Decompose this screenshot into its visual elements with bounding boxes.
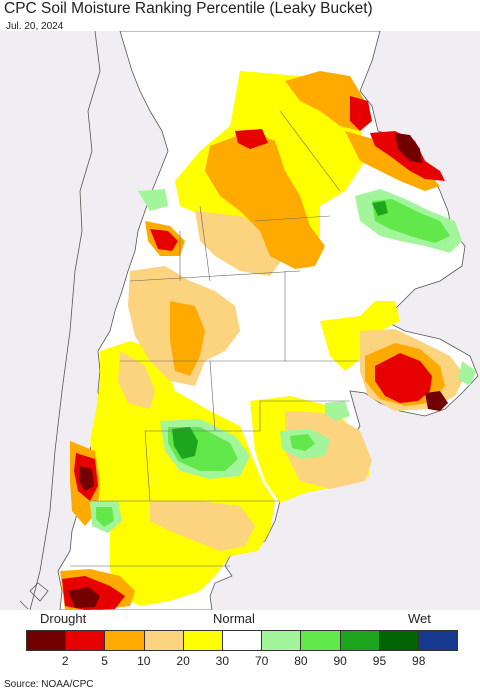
legend-swatch [301, 631, 341, 650]
dark-red-zone-sw [68, 587, 100, 608]
province-borders [70, 110, 360, 567]
dark-red-zone-north [395, 133, 422, 163]
legend-swatch [262, 631, 302, 650]
dark-red-zone-south [79, 466, 94, 491]
orange-zone-north-1 [205, 131, 325, 269]
light-green-zone-uruguay-east [458, 361, 476, 386]
legend-swatch [418, 631, 458, 650]
dark-red-zone-uruguay [425, 391, 448, 411]
light-green-zone-se [325, 401, 350, 421]
legend-swatch [222, 631, 263, 650]
legend-wet-label: Wet [408, 611, 431, 626]
west-coast-outline [19, 31, 101, 610]
map-title: CPC Soil Moisture Ranking Percentile (Le… [4, 0, 373, 17]
light-orange-zone-5 [118, 351, 155, 409]
red-zone-north-1 [350, 96, 372, 131]
orange-zone-mid [170, 301, 205, 376]
light-orange-zone-3 [150, 501, 255, 551]
legend-tick-labels: 2 5 10 20 30 70 80 90 95 98 [0, 654, 480, 670]
map-date: Jul. 20, 2024 [6, 21, 64, 32]
legend-drought-label: Drought [40, 611, 87, 626]
legend-tick-label: 2 [61, 654, 69, 668]
dark-green-zone-ne [372, 201, 388, 216]
red-zone-nw [150, 229, 178, 251]
legend-color-bar [26, 630, 458, 651]
legend-swatch [144, 631, 184, 650]
legend-tick-label: 30 [215, 654, 230, 668]
red-zone-top [235, 129, 268, 149]
legend-tick-label: 10 [137, 654, 151, 668]
dark-green-zone-center [172, 427, 198, 459]
legend-tick-label: 80 [294, 654, 308, 668]
legend-tick-label: 90 [333, 654, 347, 668]
legend-swatch [183, 631, 223, 650]
legend-tick-label: 98 [412, 654, 426, 668]
green-zone-east [290, 434, 315, 451]
green-zone-south [96, 507, 114, 527]
red-zone-uruguay [375, 353, 432, 403]
light-green-zone-nw [138, 189, 168, 211]
green-zone-ne [372, 199, 450, 243]
source-note: Source: NOAA/CPC [4, 679, 94, 690]
legend-tick-label: 95 [372, 654, 387, 668]
legend-swatch [66, 631, 106, 650]
orange-zone-north-2 [285, 71, 365, 131]
legend-swatch [379, 631, 419, 650]
legend-swatch [27, 631, 67, 650]
legend-swatch [340, 631, 380, 650]
legend-normal-label: Normal [213, 611, 255, 626]
legend-tick-label: 20 [176, 654, 190, 668]
legend-swatch [105, 631, 145, 650]
soil-moisture-map [0, 31, 480, 610]
legend-tick-label: 5 [101, 654, 108, 668]
legend-tick-label: 70 [254, 654, 269, 668]
orange-zone-north-3 [345, 131, 440, 191]
